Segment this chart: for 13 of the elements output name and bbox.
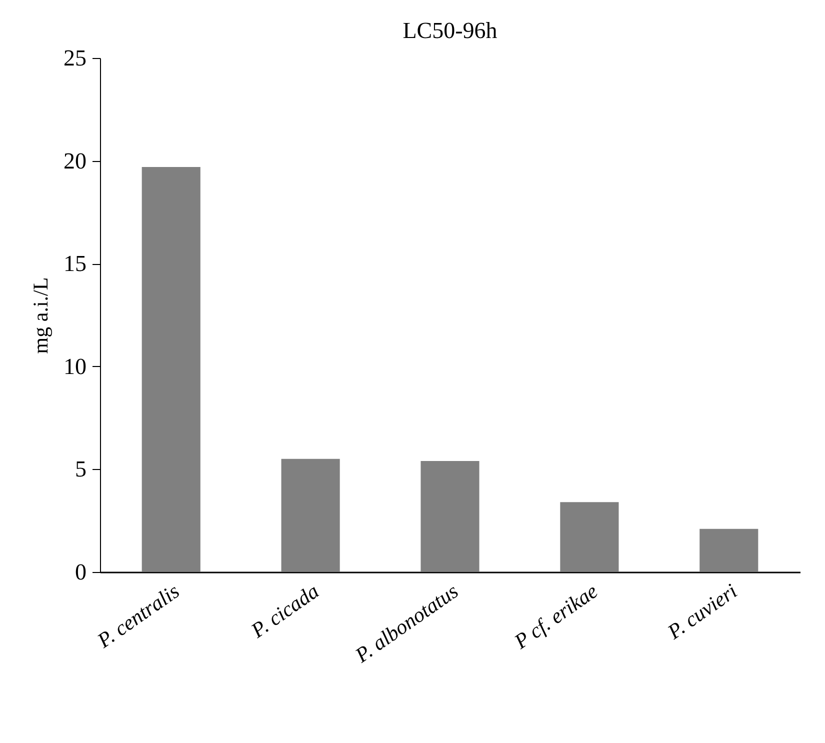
y-axis-title: mg a.i./L (28, 277, 52, 354)
bar (560, 502, 619, 572)
y-tick-label: 10 (64, 354, 86, 379)
y-tick-label: 25 (64, 46, 86, 70)
y-tick-label: 0 (75, 560, 86, 584)
y-tick-label: 20 (64, 148, 86, 174)
bar (700, 528, 758, 572)
bar (420, 460, 480, 572)
bar (142, 166, 200, 572)
y-tick-label: 5 (75, 456, 86, 482)
bar (281, 458, 340, 572)
chart-title: LC50-96h (402, 18, 498, 43)
y-tick-label: 15 (64, 251, 86, 276)
